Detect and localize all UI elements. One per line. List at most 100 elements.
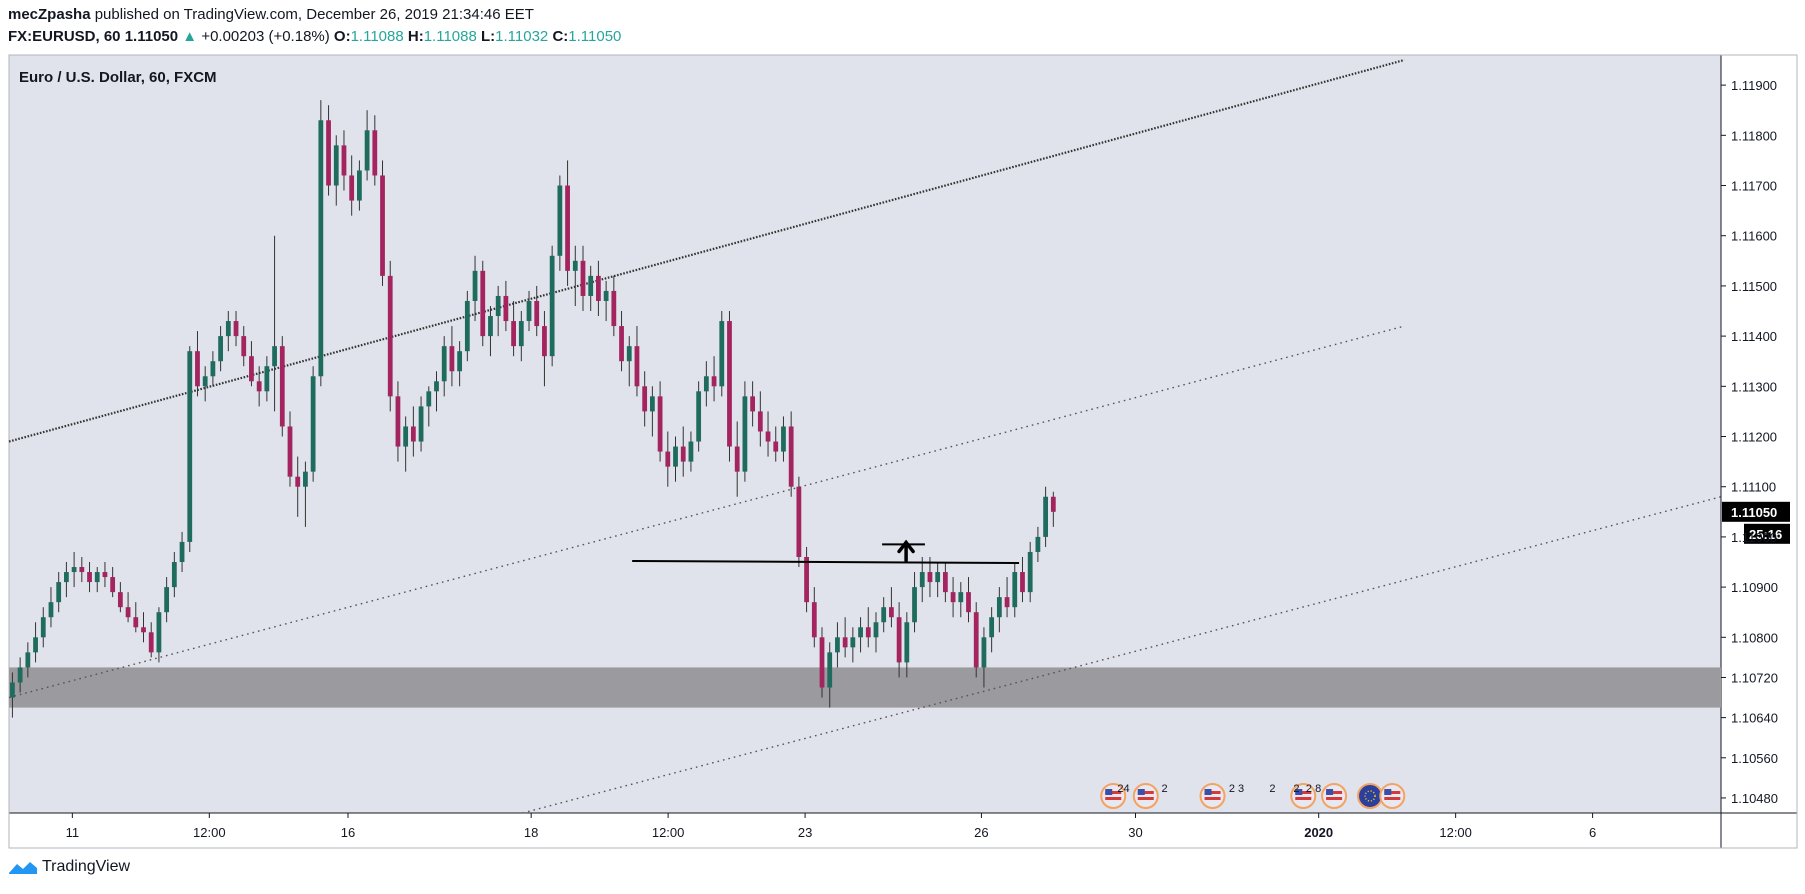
candle-body — [210, 361, 216, 377]
candle-body — [472, 270, 478, 301]
x-tick-label: 11 — [66, 825, 80, 840]
candle-body — [79, 567, 85, 573]
candle-body — [542, 326, 547, 357]
candle-body — [195, 351, 200, 387]
candle-body — [665, 451, 671, 467]
candle-body — [572, 260, 578, 271]
time-axis[interactable]: 11 12:00 16 18 12:00 23 26 30 2020 12:00 6 — [66, 813, 1597, 840]
support-zone — [9, 667, 1721, 708]
y-tick-label: 1.11300 — [1731, 379, 1777, 394]
y-tick-label: 1.11400 — [1731, 329, 1777, 344]
eu-flag-icon — [1357, 783, 1384, 809]
us-flag-canton — [1204, 789, 1212, 795]
candle-body — [464, 300, 470, 352]
candle-body — [603, 290, 609, 301]
candle-body — [865, 627, 871, 638]
candle-body — [441, 346, 447, 382]
candle-body — [279, 346, 285, 427]
candle-body — [673, 446, 678, 467]
eu-stars — [1364, 790, 1376, 802]
candle-body — [326, 120, 331, 186]
candle-body — [696, 391, 702, 442]
candle-body — [179, 541, 185, 563]
candle-body — [295, 476, 301, 487]
candle-body — [596, 275, 601, 301]
up-arrow-icon — [897, 539, 915, 563]
event-count-label: 2 — [1293, 783, 1299, 795]
candle-body — [850, 637, 856, 648]
candle-body — [565, 185, 570, 271]
channel-lines-group — [8, 58, 1722, 814]
candle-body — [919, 572, 925, 588]
candle-body — [426, 391, 432, 407]
open-label: O: — [333, 28, 351, 45]
candle-body — [387, 275, 393, 397]
candle-body — [10, 682, 15, 698]
y-tick-label: 1.11000 — [1731, 530, 1777, 545]
candle-body — [819, 637, 825, 688]
candle-body — [372, 130, 378, 176]
candle-body — [611, 290, 617, 327]
candle-body — [272, 346, 277, 367]
candle-body — [148, 632, 154, 653]
us-flag-stripe — [1137, 791, 1154, 794]
low-value: 1.11032 — [495, 28, 549, 45]
candle-body — [434, 381, 439, 392]
candle-body — [942, 572, 948, 593]
candle-body — [1050, 496, 1056, 512]
price-axis[interactable]: 1.11900 1.11800 1.11700 1.11600 1.11500 1.114… — [1721, 78, 1790, 806]
x-tick-label: 6 — [1589, 825, 1596, 840]
candle-body — [703, 376, 709, 392]
y-tick-label: 1.11100 — [1731, 480, 1776, 495]
y-tick-label: 1.11500 — [1731, 279, 1777, 294]
candle-body — [526, 300, 532, 322]
candle-body — [33, 637, 38, 653]
candle-body — [773, 441, 779, 452]
change-arrow-icon: ▲ — [182, 28, 198, 45]
candle-body — [187, 351, 193, 542]
candle-body — [225, 321, 231, 337]
tradingview-brand[interactable]: TradingView — [8, 858, 130, 876]
us-flag-canton — [1137, 789, 1145, 795]
us-flag-icon — [1132, 783, 1159, 809]
symbol-label: FX:EURUSD, 60 — [8, 28, 121, 45]
us-flag-stripe — [1384, 791, 1401, 794]
candle-body — [534, 300, 540, 327]
candle-body — [418, 406, 424, 442]
x-tick-label: 12:00 — [652, 825, 685, 840]
x-tick-label: 16 — [341, 825, 355, 840]
chart-title: Euro / U.S. Dollar, 60, FXCM — [19, 69, 217, 86]
candle-body — [788, 426, 794, 487]
x-tick-label: 23 — [798, 825, 812, 840]
candle-body — [1020, 572, 1025, 593]
candle-body — [141, 627, 146, 633]
x-tick-label: 18 — [524, 825, 538, 840]
y-tick-label: 1.10560 — [1731, 751, 1778, 766]
us-flag-icon — [1199, 783, 1226, 809]
us-flag-icon — [1379, 783, 1406, 809]
candle-body — [256, 381, 262, 392]
close-value: 1.11050 — [568, 28, 622, 45]
candle-body — [341, 145, 347, 176]
candle-body — [287, 426, 293, 477]
us-flag-stripe — [1105, 791, 1122, 794]
candle-body — [734, 446, 740, 472]
candle-body — [241, 336, 247, 357]
candle-body — [1043, 496, 1048, 537]
us-flag-canton — [1295, 789, 1303, 795]
candle-body — [1027, 551, 1033, 593]
candle-body — [827, 652, 833, 688]
last-price: 1.11050 — [124, 28, 179, 45]
x-tick-label: 12:00 — [1439, 825, 1472, 840]
high-label: H: — [407, 28, 424, 45]
candle-body — [264, 366, 270, 392]
candle-body — [1035, 536, 1041, 552]
candle-body — [634, 346, 640, 387]
candle-body — [657, 396, 663, 452]
candle-body — [711, 376, 717, 387]
us-flag-stripe — [1204, 797, 1221, 800]
candle-body — [642, 386, 648, 412]
us-flag-stripe — [1326, 797, 1343, 800]
candle-body — [966, 592, 971, 613]
